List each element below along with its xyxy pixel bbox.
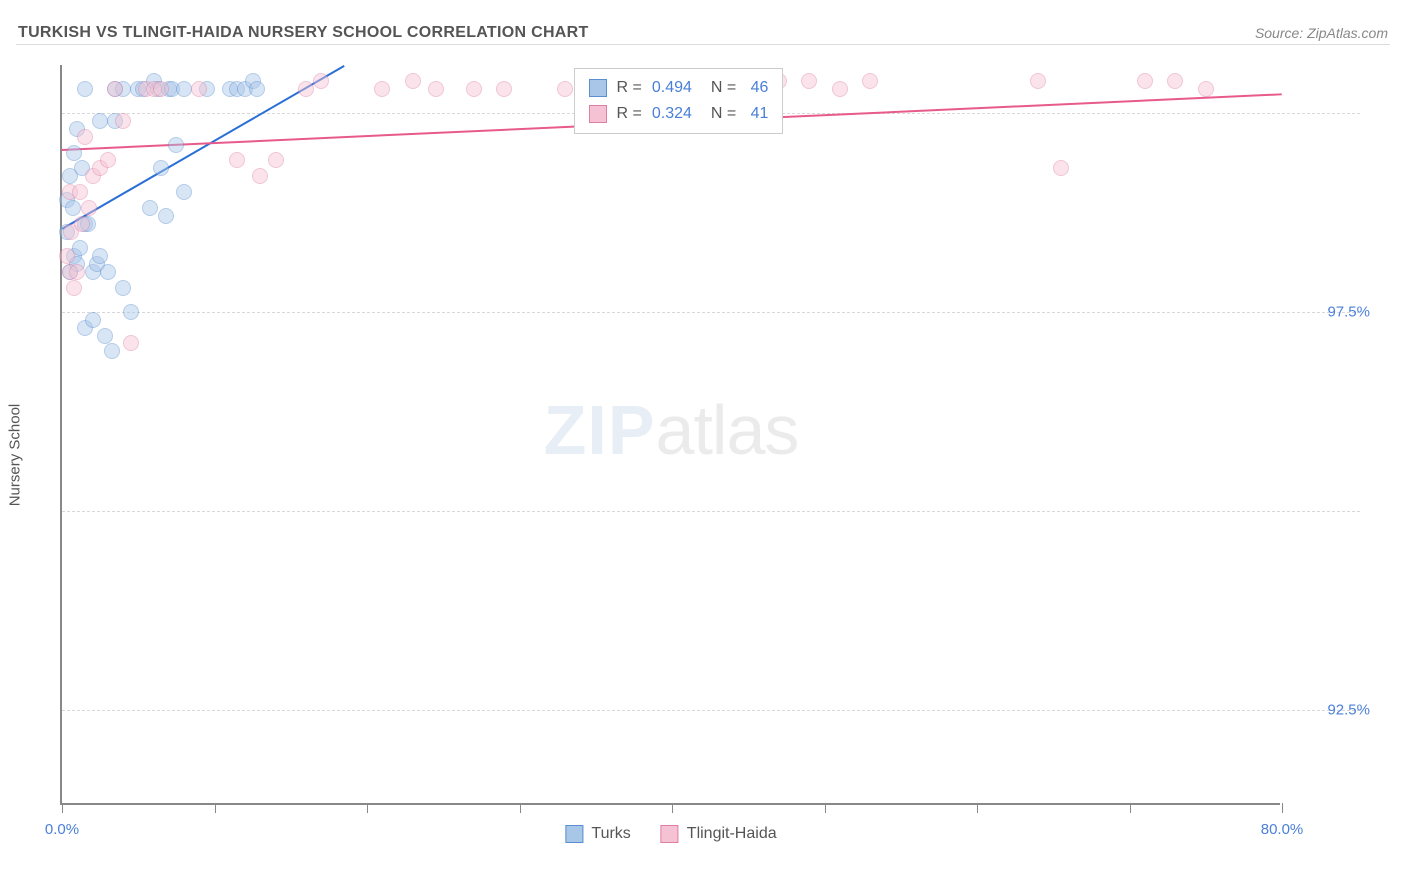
data-point (100, 152, 116, 168)
data-point (107, 81, 123, 97)
data-point (123, 304, 139, 320)
data-point (66, 280, 82, 296)
data-point (1053, 160, 1069, 176)
data-point (191, 81, 207, 97)
data-point (229, 152, 245, 168)
gridline-h (62, 511, 1360, 512)
xtick (672, 803, 673, 813)
data-point (100, 264, 116, 280)
data-point (153, 81, 169, 97)
data-point (153, 160, 169, 176)
data-point (77, 81, 93, 97)
stats-r-label: R = (617, 75, 642, 101)
data-point (115, 280, 131, 296)
stats-r-label: R = (617, 101, 642, 127)
data-point (66, 145, 82, 161)
plot-area: ZIPatlas 92.5%97.5%0.0%80.0%R =0.494 N =… (60, 65, 1280, 805)
y-axis-label: Nursery School (7, 404, 24, 507)
stats-swatch (589, 79, 607, 97)
title-underline (16, 44, 1390, 45)
data-point (123, 335, 139, 351)
data-point (168, 137, 184, 153)
data-point (85, 312, 101, 328)
data-point (298, 81, 314, 97)
chart-title: TURKISH VS TLINGIT-HAIDA NURSERY SCHOOL … (18, 24, 589, 42)
xtick (977, 803, 978, 813)
xtick (520, 803, 521, 813)
data-point (74, 216, 90, 232)
stats-row: R = 0.324 N = 41 (589, 101, 769, 127)
data-point (176, 81, 192, 97)
data-point (72, 184, 88, 200)
watermark-atlas: atlas (656, 391, 799, 469)
xtick (367, 803, 368, 813)
xtick (1282, 803, 1283, 813)
gridline-h (62, 710, 1360, 711)
ytick-label: 97.5% (1290, 303, 1370, 320)
data-point (313, 73, 329, 89)
data-point (176, 184, 192, 200)
xtick (215, 803, 216, 813)
stats-r-value: 0.494 (652, 75, 692, 101)
data-point (832, 81, 848, 97)
data-point (1167, 73, 1183, 89)
data-point (72, 240, 88, 256)
xtick-label: 80.0% (1261, 821, 1304, 838)
data-point (115, 113, 131, 129)
legend: Turks Tlingit-Haida (565, 825, 776, 843)
data-point (92, 113, 108, 129)
watermark: ZIPatlas (544, 390, 799, 470)
ytick-label: 92.5% (1290, 701, 1370, 718)
xtick (1130, 803, 1131, 813)
data-point (1030, 73, 1046, 89)
stats-n-label: N = (702, 101, 736, 127)
stats-swatch (589, 105, 607, 123)
data-point (374, 81, 390, 97)
data-point (801, 73, 817, 89)
data-point (466, 81, 482, 97)
source-label: Source: ZipAtlas.com (1255, 25, 1388, 41)
stats-n-value: 41 (746, 101, 768, 127)
stats-box: R = 0.494 N = 46 R = 0.324 N = 41 (574, 68, 784, 134)
stats-row: R = 0.494 N = 46 (589, 75, 769, 101)
data-point (1198, 81, 1214, 97)
data-point (249, 81, 265, 97)
data-point (104, 343, 120, 359)
stats-n-value: 46 (746, 75, 768, 101)
data-point (1137, 73, 1153, 89)
data-point (97, 328, 113, 344)
data-point (81, 200, 97, 216)
data-point (65, 200, 81, 216)
stats-n-label: N = (702, 75, 736, 101)
data-point (158, 208, 174, 224)
data-point (405, 73, 421, 89)
chart-container: Nursery School ZIPatlas 92.5%97.5%0.0%80… (40, 55, 1380, 855)
xtick-label: 0.0% (45, 821, 79, 838)
data-point (69, 264, 85, 280)
data-point (59, 248, 75, 264)
legend-item: Tlingit-Haida (661, 825, 777, 843)
xtick (825, 803, 826, 813)
gridline-h (62, 312, 1360, 313)
data-point (428, 81, 444, 97)
data-point (268, 152, 284, 168)
data-point (142, 200, 158, 216)
stats-r-value: 0.324 (652, 101, 692, 127)
data-point (557, 81, 573, 97)
legend-label: Tlingit-Haida (687, 825, 777, 843)
legend-item: Turks (565, 825, 630, 843)
legend-label: Turks (591, 825, 630, 843)
data-point (496, 81, 512, 97)
data-point (92, 248, 108, 264)
data-point (77, 129, 93, 145)
legend-swatch (661, 825, 679, 843)
legend-swatch (565, 825, 583, 843)
xtick (62, 803, 63, 813)
watermark-zip: ZIP (544, 391, 656, 469)
data-point (252, 168, 268, 184)
data-point (862, 73, 878, 89)
